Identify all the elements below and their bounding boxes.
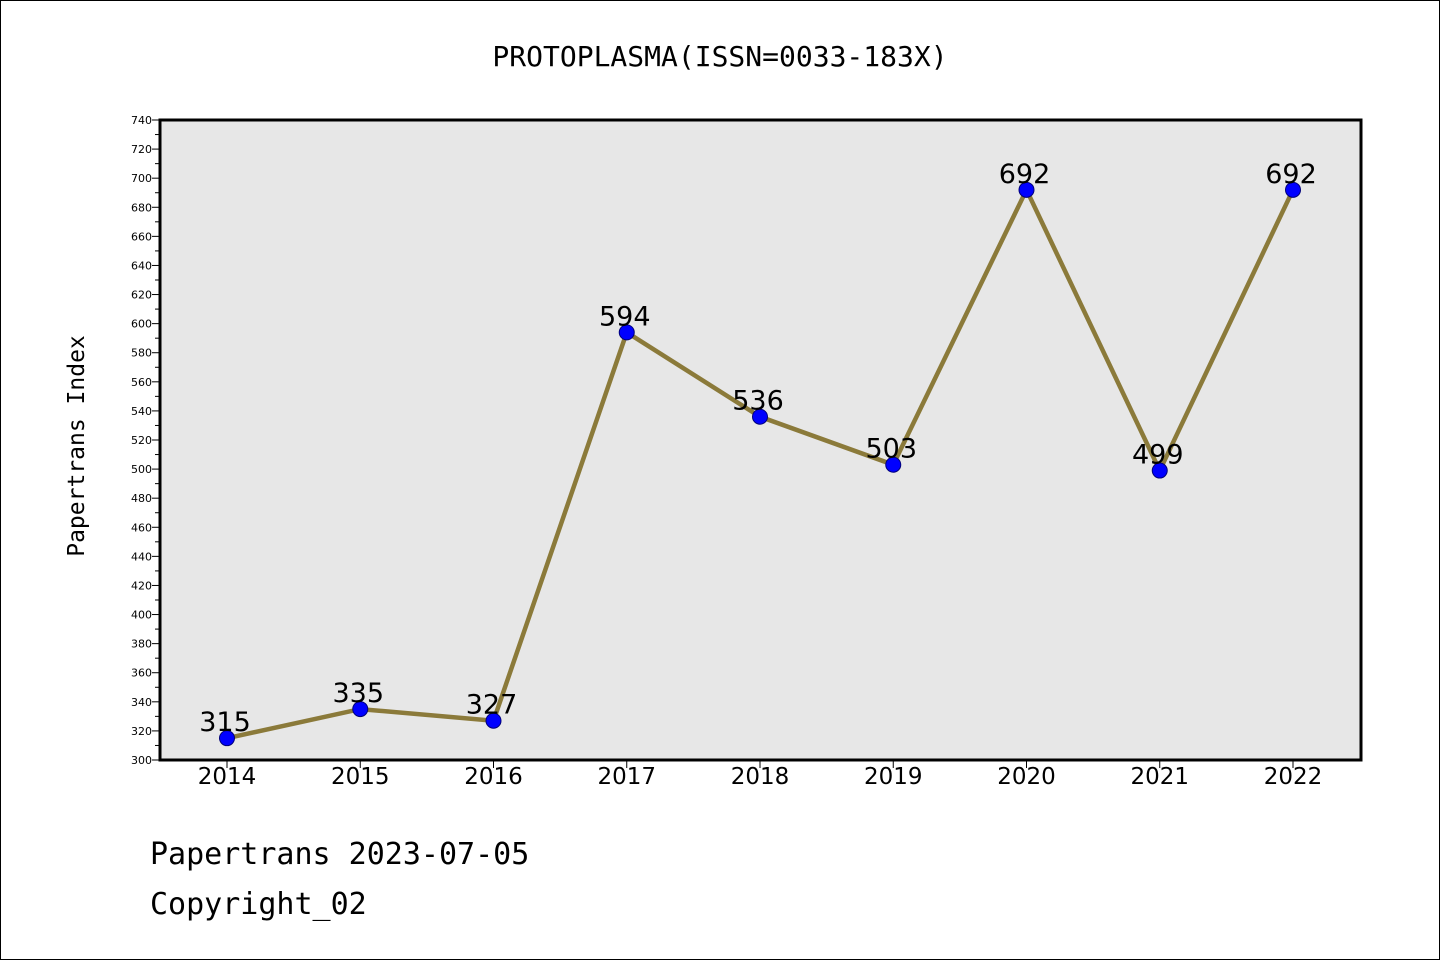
y-tick-label: 360 <box>131 667 152 680</box>
y-tick-label: 660 <box>131 230 152 243</box>
x-tick-label: 2015 <box>331 764 390 790</box>
data-point <box>1151 462 1168 479</box>
y-tick-label: 740 <box>131 114 152 127</box>
data-label: 335 <box>332 678 384 709</box>
data-label: 503 <box>865 434 917 465</box>
y-tick-label: 600 <box>131 318 152 331</box>
y-axis: 300 320 340 360 380 400 420 440 460 480 500 520 540 5… <box>131 114 160 767</box>
plot-border <box>158 118 1363 762</box>
y-tick-label: 400 <box>131 609 152 622</box>
y-tick-label: 540 <box>131 405 152 418</box>
y-tick-label: 480 <box>131 492 152 505</box>
data-point <box>618 324 635 341</box>
data-point <box>752 408 768 425</box>
x-tick-label: 2022 <box>1264 764 1323 790</box>
data-label: 692 <box>1265 159 1317 190</box>
data-point <box>1285 181 1301 198</box>
data-point <box>219 730 235 747</box>
footer-date: Papertrans 2023-07-05 <box>150 837 529 872</box>
x-tick-label: 2020 <box>997 764 1056 790</box>
x-tick-label: 2019 <box>864 764 923 790</box>
y-tick-label: 420 <box>131 579 152 592</box>
data-label: 499 <box>1132 440 1184 471</box>
data-label: 536 <box>732 386 784 417</box>
y-tick-label: 720 <box>131 143 152 156</box>
y-tick-label: 620 <box>131 289 152 302</box>
y-tick-label: 500 <box>131 463 152 476</box>
y-axis-label: Papertrans Index <box>64 335 90 557</box>
x-tick-label: 2018 <box>731 764 790 790</box>
data-point <box>485 712 502 729</box>
chart-title: PROTOPLASMA(ISSN=0033-183X) <box>492 40 947 73</box>
data-labels: 315 335 327 594 536 503 692 499 692 <box>199 159 1317 738</box>
data-point <box>885 456 902 473</box>
y-tick-label: 380 <box>131 638 152 651</box>
y-tick-label: 680 <box>131 201 152 214</box>
x-tick-label: 2014 <box>198 764 257 790</box>
x-tick-label: 2016 <box>464 764 523 790</box>
data-label: 327 <box>466 690 518 721</box>
data-point <box>1018 181 1035 198</box>
y-tick-label: 640 <box>131 259 152 272</box>
y-tick-label: 560 <box>131 376 152 389</box>
y-tick-label: 700 <box>131 172 152 185</box>
plot-area <box>160 120 1361 760</box>
y-tick-label: 340 <box>131 696 152 709</box>
x-axis: 2014 2015 2016 2017 2018 2019 2020 2021 2022 <box>198 760 1323 790</box>
data-label: 692 <box>999 159 1051 190</box>
y-tick-label: 440 <box>131 550 152 563</box>
y-tick-label: 580 <box>131 347 152 360</box>
x-tick-label: 2021 <box>1130 764 1189 790</box>
y-tick-label: 460 <box>131 521 152 534</box>
x-tick-label: 2017 <box>597 764 656 790</box>
series-line <box>219 181 1301 747</box>
y-tick-label: 320 <box>131 725 152 738</box>
data-point <box>352 701 369 718</box>
y-tick-label: 300 <box>131 754 152 767</box>
data-label: 594 <box>599 301 651 332</box>
footer-copyright: Copyright_02 <box>150 887 367 922</box>
y-tick-label: 520 <box>131 434 152 447</box>
data-label: 315 <box>199 707 251 738</box>
